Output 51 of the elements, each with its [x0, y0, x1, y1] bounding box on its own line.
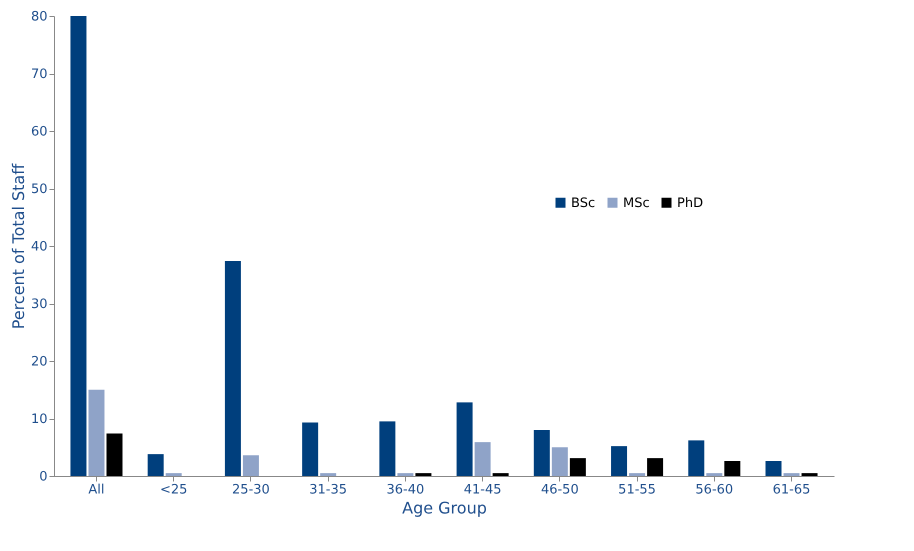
bar [629, 473, 646, 476]
y-tick-label: 50 [30, 182, 48, 197]
bar [802, 473, 818, 476]
x-tick-label: <25 [160, 482, 188, 498]
bar [647, 458, 664, 476]
y-tick-label: 70 [30, 67, 48, 82]
x-tick-label: 56-60 [695, 482, 734, 498]
bar [397, 473, 414, 476]
y-tick-label: 80 [30, 10, 48, 24]
bar [242, 455, 259, 476]
y-tick-label: 60 [30, 124, 48, 140]
y-tick-label: 30 [30, 297, 48, 312]
bar [766, 461, 782, 476]
bar [611, 446, 628, 476]
x-axis-title: Age Group [402, 498, 487, 518]
y-tick-label: 20 [30, 354, 48, 370]
bar [70, 16, 86, 476]
bar [492, 473, 509, 476]
bar [415, 473, 432, 476]
bar [724, 461, 740, 476]
bar [148, 454, 164, 476]
bar [302, 422, 318, 476]
legend-label: MSc [623, 196, 650, 211]
bar [688, 440, 704, 476]
y-tick-label: 40 [30, 240, 48, 254]
bar [570, 458, 586, 476]
bar [534, 430, 550, 476]
y-tick-label: 0 [39, 470, 48, 484]
x-tick-label: 41-45 [464, 482, 502, 498]
x-tick-label: 51-55 [618, 482, 656, 498]
x-tick-label: 25-30 [232, 482, 270, 498]
legend-label: BSc [571, 196, 596, 211]
bar [224, 260, 241, 476]
bar [106, 433, 122, 476]
x-tick-label: 61-65 [772, 482, 810, 498]
x-tick-label: 36-40 [386, 482, 424, 498]
bar [784, 473, 800, 476]
x-tick-label: 31-35 [309, 482, 348, 498]
bar [320, 473, 336, 476]
legend-label: PhD [677, 196, 704, 211]
bar [88, 390, 104, 476]
y-tick-label: 10 [30, 412, 48, 427]
bar [379, 421, 396, 476]
bar [166, 473, 182, 476]
bar [474, 442, 491, 476]
x-tick-label: 46-50 [540, 482, 579, 498]
bar [706, 473, 722, 476]
x-tick-label: All [88, 482, 105, 498]
bar [552, 447, 568, 476]
bar [456, 402, 473, 476]
y-axis-title: Percent of Total Staff [8, 162, 28, 330]
